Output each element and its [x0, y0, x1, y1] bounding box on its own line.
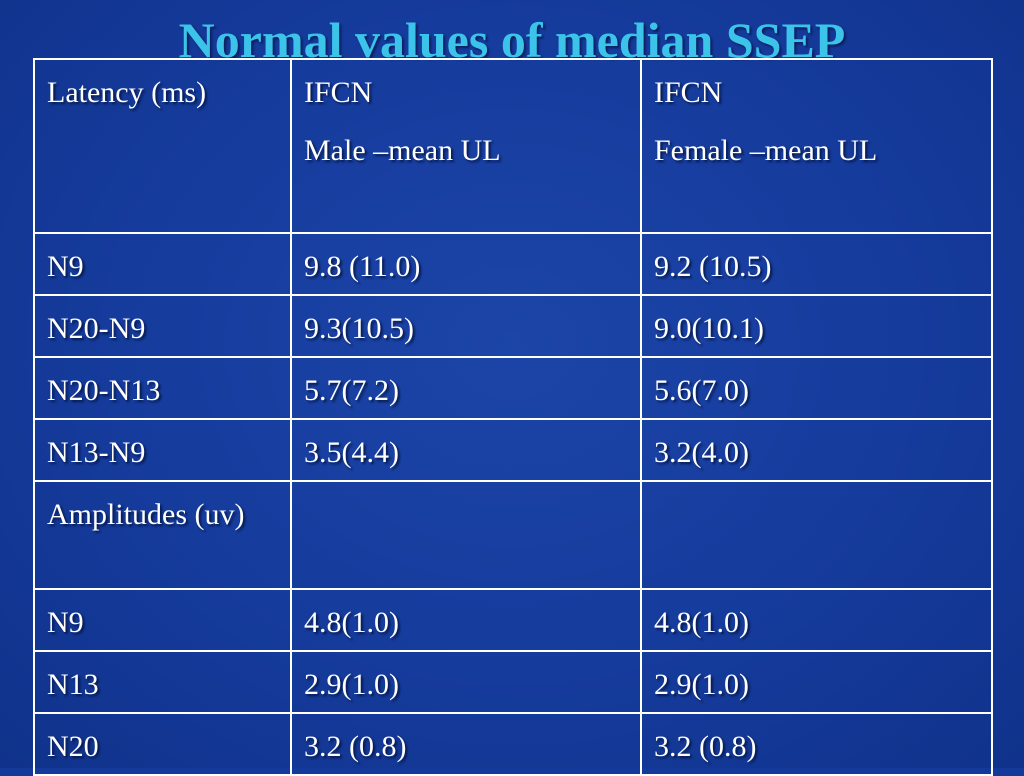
row-male-value: 9.3(10.5) [290, 294, 642, 358]
row-male-value: 2.9(1.0) [290, 650, 642, 714]
ssep-table: Latency (ms) IFCN Male –mean UL IFCN Fem… [33, 58, 993, 776]
table-row: N9 4.8(1.0) 4.8(1.0) [33, 588, 993, 652]
row-label: N20-N9 [33, 294, 292, 358]
row-male-value: 4.8(1.0) [290, 588, 642, 652]
row-label: N13-N9 [33, 418, 292, 482]
row-label: N20-N13 [33, 356, 292, 420]
row-label: N20 [33, 712, 292, 776]
table-row: N20-N9 9.3(10.5) 9.0(10.1) [33, 294, 993, 358]
row-label: Amplitudes (uv) [33, 480, 292, 590]
table-row-section-amplitudes: Amplitudes (uv) [33, 480, 993, 590]
row-female-value: 5.6(7.0) [640, 356, 993, 420]
header-latency-label: Latency (ms) [47, 76, 207, 109]
row-female-value: 9.2 (10.5) [640, 232, 993, 296]
table-row: N9 9.8 (11.0) 9.2 (10.5) [33, 232, 993, 296]
row-male-value [290, 480, 642, 590]
row-female-value: 9.0(10.1) [640, 294, 993, 358]
header-male-standard: IFCN [304, 76, 373, 109]
row-female-value: 2.9(1.0) [640, 650, 993, 714]
header-cell-latency: Latency (ms) [33, 58, 292, 234]
header-female-label: Female –mean UL [654, 134, 878, 167]
table-header-row: Latency (ms) IFCN Male –mean UL IFCN Fem… [33, 58, 993, 234]
row-label: N9 [33, 588, 292, 652]
table-row: N20 3.2 (0.8) 3.2 (0.8) [33, 712, 993, 776]
row-male-value: 9.8 (11.0) [290, 232, 642, 296]
row-female-value: 3.2(4.0) [640, 418, 993, 482]
row-female-value: 3.2 (0.8) [640, 712, 993, 776]
row-female-value [640, 480, 993, 590]
table-row: N13-N9 3.5(4.4) 3.2(4.0) [33, 418, 993, 482]
row-male-value: 5.7(7.2) [290, 356, 642, 420]
header-cell-female: IFCN Female –mean UL [640, 58, 993, 234]
row-label: N9 [33, 232, 292, 296]
row-male-value: 3.2 (0.8) [290, 712, 642, 776]
header-cell-male: IFCN Male –mean UL [290, 58, 642, 234]
row-male-value: 3.5(4.4) [290, 418, 642, 482]
table-row: N13 2.9(1.0) 2.9(1.0) [33, 650, 993, 714]
header-female-standard: IFCN [654, 76, 723, 109]
row-female-value: 4.8(1.0) [640, 588, 993, 652]
row-label: N13 [33, 650, 292, 714]
table-row: N20-N13 5.7(7.2) 5.6(7.0) [33, 356, 993, 420]
header-male-label: Male –mean UL [304, 134, 501, 167]
